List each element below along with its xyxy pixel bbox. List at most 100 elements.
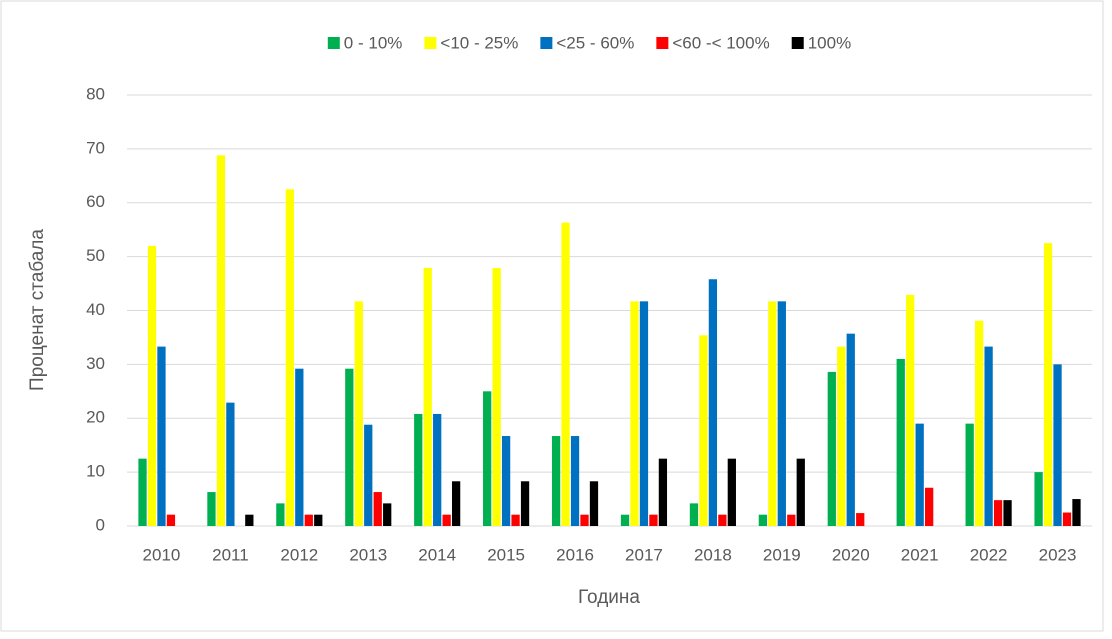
- bar: [511, 514, 520, 526]
- bar: [896, 358, 905, 526]
- bar: [520, 481, 530, 526]
- bar: [226, 402, 235, 526]
- bar: [295, 368, 304, 526]
- x-tick-label: 2019: [763, 545, 801, 564]
- bar: [433, 413, 442, 526]
- legend-swatch: [327, 37, 340, 49]
- bar: [689, 503, 699, 526]
- x-tick-label: 2015: [487, 545, 525, 564]
- y-tick-label: 40: [86, 300, 105, 319]
- bar: [147, 245, 157, 526]
- bar: [777, 301, 786, 526]
- legend-swatch: [424, 37, 437, 49]
- x-tick-label: 2022: [970, 545, 1008, 564]
- bar: [207, 492, 216, 526]
- x-tick-label: 2013: [349, 545, 387, 564]
- bar: [796, 458, 805, 526]
- bar: [1043, 243, 1053, 526]
- legend-label: <60 -< 100%: [672, 33, 769, 52]
- bar: [276, 503, 285, 526]
- bar: [708, 279, 718, 526]
- bar: [827, 371, 836, 526]
- bar: [1062, 512, 1072, 526]
- x-tick-label: 2017: [625, 545, 663, 564]
- x-tick-label: 2010: [143, 545, 181, 564]
- bar: [304, 514, 313, 526]
- x-tick-label: 2023: [1039, 545, 1077, 564]
- y-tick-label: 50: [86, 246, 105, 265]
- bar: [1003, 500, 1012, 526]
- bar: [483, 391, 492, 526]
- bar: [451, 481, 461, 526]
- legend-swatch: [791, 37, 804, 49]
- bar: [364, 424, 373, 526]
- y-tick-label: 0: [96, 515, 105, 534]
- bar: [166, 514, 176, 526]
- legend-label: 0 - 10%: [344, 33, 403, 52]
- bar: [1072, 499, 1081, 526]
- y-tick-label: 70: [86, 138, 105, 157]
- bar: [373, 492, 382, 526]
- legend-label: 100%: [808, 33, 851, 52]
- bar: [984, 346, 993, 526]
- bar: [501, 436, 511, 526]
- y-axis-label: Проценат стабала: [27, 229, 48, 391]
- bar: [245, 514, 254, 526]
- bar: [551, 436, 561, 526]
- x-tick-label: 2014: [418, 545, 456, 564]
- legend-label: <25 - 60%: [556, 33, 634, 52]
- bar: [216, 155, 226, 526]
- bar: [630, 301, 639, 526]
- bar: [658, 458, 668, 526]
- bar: [856, 513, 865, 526]
- bar: [138, 458, 147, 526]
- x-axis-label: Година: [578, 587, 640, 608]
- x-tick-label: 2018: [694, 545, 732, 564]
- bar: [620, 514, 630, 526]
- bar: [345, 368, 354, 526]
- y-tick-label: 10: [86, 462, 105, 481]
- x-tick-label: 2011: [212, 545, 249, 564]
- x-tick-label: 2016: [556, 545, 594, 564]
- bar: [639, 301, 649, 526]
- bar: [906, 294, 915, 526]
- bar: [1053, 364, 1062, 526]
- bar: [383, 503, 392, 526]
- bar: [414, 413, 423, 526]
- x-tick-label: 2012: [280, 545, 318, 564]
- bar: [758, 514, 768, 526]
- x-tick-label: 2021: [901, 545, 939, 564]
- legend-label: <10 - 25%: [440, 33, 518, 52]
- bar: [157, 346, 166, 526]
- legend-swatch: [656, 37, 669, 49]
- bar: [727, 458, 736, 526]
- bar: [1034, 472, 1043, 526]
- bar: [589, 481, 599, 526]
- bar: [768, 301, 777, 526]
- bar: [846, 333, 855, 526]
- bar: [561, 222, 570, 526]
- bar: [975, 320, 984, 526]
- bar: [718, 514, 727, 526]
- bar: [915, 423, 924, 526]
- legend-swatch: [540, 37, 553, 49]
- bar: [492, 267, 501, 526]
- bar: [285, 189, 294, 526]
- bar: [965, 423, 974, 526]
- bar: [423, 267, 432, 526]
- y-tick-label: 60: [86, 192, 105, 211]
- bar: [993, 500, 1003, 526]
- y-tick-label: 30: [86, 354, 105, 373]
- bar: [570, 436, 580, 526]
- y-tick-label: 20: [86, 408, 105, 427]
- bar: [699, 335, 708, 526]
- bar: [314, 514, 323, 526]
- y-tick-label: 80: [86, 84, 105, 103]
- bar: [442, 514, 451, 526]
- bar: [787, 514, 796, 526]
- bar: [925, 487, 934, 526]
- bar: [354, 301, 363, 526]
- bar: [837, 346, 846, 526]
- x-tick-label: 2020: [832, 545, 870, 564]
